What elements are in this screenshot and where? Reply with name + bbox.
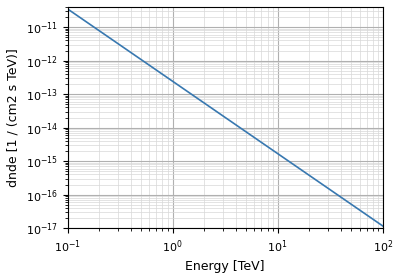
Y-axis label: dnde [1 / (cm2 s TeV)]: dnde [1 / (cm2 s TeV)] (7, 48, 20, 187)
X-axis label: Energy [TeV]: Energy [TeV] (186, 260, 265, 273)
